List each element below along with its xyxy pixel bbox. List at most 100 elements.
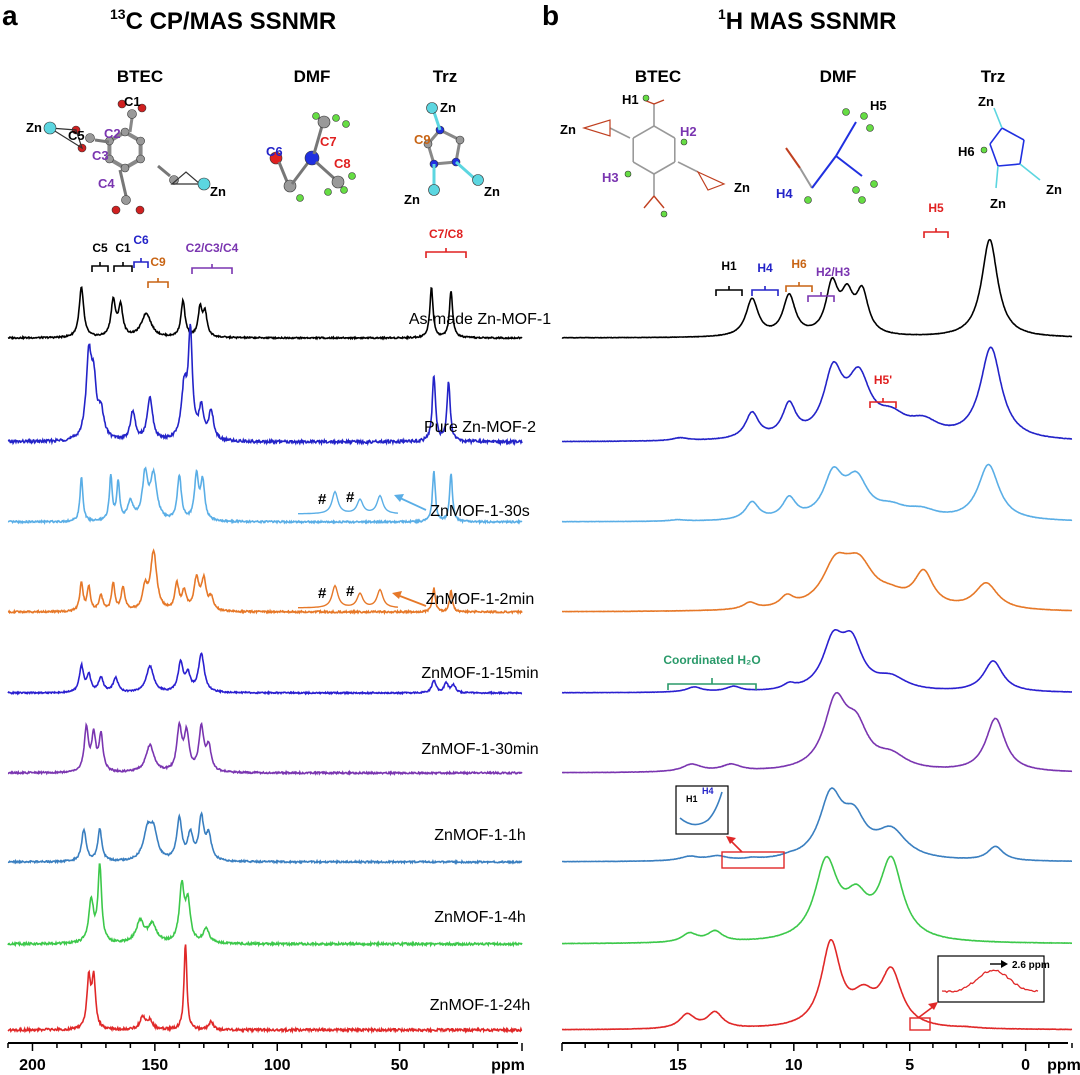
trz-b-ring <box>997 163 1021 167</box>
btec-zn-left <box>43 121 57 135</box>
atom-label-b-zn3: Zn <box>1046 182 1062 197</box>
panel-b-letter: b <box>542 0 560 31</box>
dmf-b-hydrogen <box>870 180 878 188</box>
bond <box>118 169 128 197</box>
panel-b-spectra: 15 10 5 0 ppm <box>561 238 1080 1074</box>
bracket-b-H1 <box>715 286 743 296</box>
trz-zn <box>426 102 438 114</box>
peak-label-b-H4: H4 <box>757 261 773 275</box>
arrowhead-1h <box>726 836 736 844</box>
dmf-hydrogen <box>340 186 348 194</box>
panel-b-title: 1H MAS SSNMR <box>718 6 896 36</box>
dmf-b-hydrogen <box>866 124 874 132</box>
btec-b-zn-bridge <box>581 119 611 137</box>
x-tick-label-a: 100 <box>264 1057 291 1074</box>
atom-label-b-zn2: Zn <box>734 180 750 195</box>
peak-label-C2/C3/C4: C2/C3/C4 <box>186 241 239 255</box>
dmf-hydrogen <box>324 188 332 196</box>
spectrum-b-1 <box>561 238 1073 339</box>
inset-1h <box>675 785 729 835</box>
mol-b-name-DMF: DMF <box>820 67 857 86</box>
inset-24h-arrowhead <box>1001 960 1008 968</box>
spectrum-a-4 <box>7 548 523 616</box>
btec-b-hydrogen <box>624 170 632 178</box>
dmf-c7 <box>317 115 331 129</box>
atom-label-b-H5: H5 <box>870 98 887 113</box>
atom-label-b-H2: H2 <box>680 124 697 139</box>
mol-b-name-Trz: Trz <box>981 67 1006 86</box>
panel-a-letter: a <box>2 0 18 31</box>
peak-label-b-H2/H3: H2/H3 <box>816 265 850 279</box>
inset-h4-label: H4 <box>702 786 714 796</box>
btec-carbon <box>105 154 114 164</box>
series-label-2: Pure Zn-MOF-2 <box>424 419 536 436</box>
peak-label-b-H1: H1 <box>721 259 737 273</box>
hash-marker-1-b: # <box>346 489 355 506</box>
dmf-b-hydrogen <box>860 112 868 120</box>
bond <box>277 161 290 185</box>
atom-label-a-C7: C7 <box>320 134 337 149</box>
dmf-b-hydrogen <box>852 186 860 194</box>
dmf-oxygen <box>269 151 283 165</box>
trz-b-ring <box>1019 139 1025 165</box>
atom-label-a-C9: C9 <box>414 132 431 147</box>
panel-a-title: 13C CP/MAS SSNMR <box>110 6 336 36</box>
btec-oxygen <box>111 205 121 215</box>
dmf-hydrogen <box>312 112 320 120</box>
atom-label-a-C4: C4 <box>98 176 115 191</box>
btec-b-ring <box>632 161 655 175</box>
series-label-7: ZnMOF-1-1h <box>434 827 526 844</box>
bracket-C1 <box>113 262 133 272</box>
dmf-hydrogen <box>332 114 340 122</box>
dmf-b-hydrogen <box>842 108 850 116</box>
x-axis-label-a: ppm <box>491 1057 525 1074</box>
bond <box>995 165 999 189</box>
inset-arrowhead-2min <box>392 591 402 599</box>
spectrum-b-4 <box>562 551 1072 613</box>
atom-label-a-C5: C5 <box>68 128 85 143</box>
trz-b-ring <box>1001 127 1025 141</box>
bond <box>94 138 110 144</box>
btec-b-ring <box>653 161 676 175</box>
series-label-1: As-made Zn-MOF-1 <box>409 311 551 328</box>
mol-a-name-BTEC: BTEC <box>117 67 163 86</box>
atom-label-a-zn2: Zn <box>404 192 420 207</box>
spectrum-a-9 <box>7 944 523 1035</box>
bracket-b-H5 <box>923 228 949 238</box>
bracket-b-H2/H3 <box>807 292 835 302</box>
btec-oxygen <box>135 205 145 215</box>
x-tick-label-a: 150 <box>142 1057 169 1074</box>
inset-arrowhead-30s <box>394 494 404 502</box>
bond <box>677 161 699 173</box>
btec-oxygen <box>117 99 127 109</box>
spectrum-a-7 <box>7 811 523 865</box>
bond <box>785 147 801 169</box>
inset-arrow-2min <box>399 595 427 607</box>
btec-carbon <box>120 127 130 137</box>
bond <box>653 195 665 209</box>
trz-zn <box>428 184 440 196</box>
bond <box>609 127 631 139</box>
bracket-C5 <box>91 262 109 272</box>
hash-inset-2 <box>298 584 399 609</box>
highlight-box-1h <box>721 851 785 869</box>
spectrum-b-2 <box>561 346 1073 443</box>
spectrum-b-3 <box>561 463 1073 523</box>
atom-label-b-zn2: Zn <box>990 196 1006 211</box>
bracket-C7/C8 <box>425 248 467 258</box>
atom-label-b-H3: H3 <box>602 170 619 185</box>
btec-b-hydrogen <box>660 210 668 218</box>
atom-label-b-H4: H4 <box>776 186 793 201</box>
btec-c1 <box>127 109 137 119</box>
mol-a-name-DMF: DMF <box>294 67 331 86</box>
atom-label-a-C6: C6 <box>266 144 283 159</box>
btec-carbon <box>120 163 130 173</box>
trz-b-hydrogen <box>980 146 988 154</box>
spectrum-b-5 <box>561 629 1072 694</box>
bracket-b-H5' <box>869 398 897 408</box>
bond <box>811 155 837 189</box>
bond <box>1019 163 1041 181</box>
x-tick-label-a: 200 <box>19 1057 46 1074</box>
series-label-8: ZnMOF-1-4h <box>434 909 526 926</box>
